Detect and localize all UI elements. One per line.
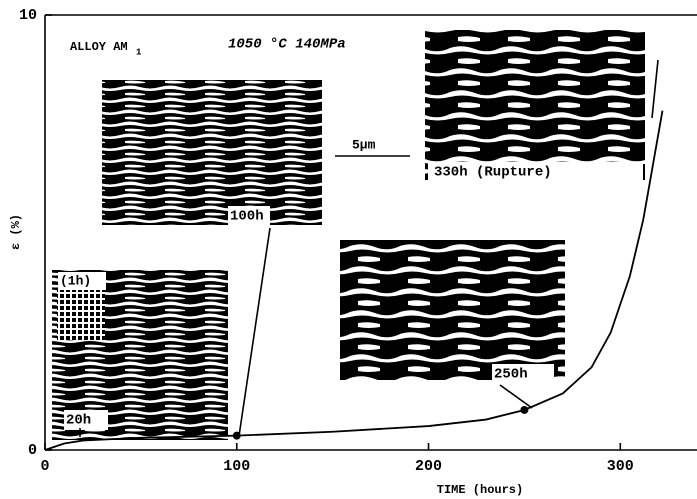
insets (52, 30, 659, 440)
x-axis-label: TIME (hours) (437, 483, 523, 497)
annotation: 330h (Rupture) (434, 165, 552, 181)
y-axis-label: ε (%) (9, 214, 23, 250)
micrograph (102, 80, 322, 225)
label-bg (228, 206, 270, 226)
micrograph (340, 240, 565, 380)
label-bg (58, 272, 106, 290)
arrow (238, 227, 271, 437)
arrow (499, 384, 533, 409)
annotation: (1h) (60, 273, 91, 288)
annotation: ALLOY AM (70, 40, 128, 54)
label-bg (64, 410, 108, 430)
creep-curve (44, 110, 664, 451)
y-tick-label: 0 (28, 442, 37, 459)
x-tick-label: 0 (40, 458, 49, 475)
arrow (651, 59, 659, 119)
point-marker (520, 405, 529, 414)
point-marker (232, 431, 241, 440)
x-tick-label: 100 (223, 458, 250, 475)
x-tick-label: 300 (607, 458, 634, 475)
x-tick-label: 200 (415, 458, 442, 475)
annotation: 100h (230, 209, 264, 225)
micrograph (57, 290, 105, 340)
label-bg (492, 364, 554, 384)
label-bg (428, 162, 643, 182)
micrograph (425, 30, 645, 180)
annotation: 1050 °C 140MPa (228, 37, 346, 53)
annotation: 1 (136, 47, 142, 57)
y-tick-label: 10 (19, 7, 37, 24)
annotation: 5μm (352, 137, 376, 152)
annotation: 250h (494, 367, 528, 383)
annotation: 20h (66, 413, 91, 429)
